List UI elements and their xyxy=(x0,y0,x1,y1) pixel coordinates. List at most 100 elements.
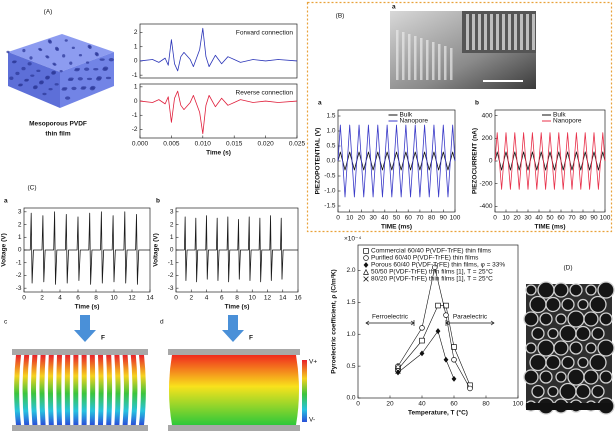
x-tick-label: 14 xyxy=(146,295,154,302)
dipole-stripe xyxy=(47,355,54,425)
pore xyxy=(74,67,81,71)
pore xyxy=(45,75,50,80)
series-label: Forward connection xyxy=(236,30,293,37)
y-tick-label: 0 xyxy=(18,247,22,254)
pore xyxy=(93,68,99,71)
sem-column xyxy=(472,14,475,50)
y-axis-label: Voltage (V) xyxy=(1,233,8,266)
sem-column xyxy=(526,14,529,50)
pore xyxy=(589,295,607,314)
y-tick-label: 1.0 xyxy=(346,331,355,338)
x-tick-label: 0.005 xyxy=(163,141,180,148)
pore xyxy=(42,92,47,96)
pore xyxy=(589,353,607,372)
pore xyxy=(583,311,599,327)
x-tick-label: 40 xyxy=(418,401,426,408)
x-tick-label: 70 xyxy=(416,215,424,222)
pore xyxy=(525,342,537,354)
x-tick-label: 2 xyxy=(40,295,44,302)
pore xyxy=(29,56,33,60)
sem-pores xyxy=(396,14,535,80)
plate xyxy=(12,425,148,431)
sem-column xyxy=(502,14,505,50)
pore xyxy=(85,61,90,64)
panel-b-frame xyxy=(306,1,613,233)
pore xyxy=(567,368,585,386)
y-axis-label: PIEZOCURRENT (nA) xyxy=(472,128,479,194)
x-tick-label: 100 xyxy=(450,215,461,222)
x-tick-label: 4 xyxy=(205,295,209,302)
pore xyxy=(545,296,561,313)
pore xyxy=(71,86,77,91)
film-illustration xyxy=(6,34,114,108)
x-tick-label: 40 xyxy=(535,215,543,222)
trend-line xyxy=(397,267,471,389)
y-tick-label: 0 xyxy=(489,158,493,165)
sem-column xyxy=(426,40,429,80)
pore xyxy=(52,62,56,65)
pore xyxy=(553,282,569,298)
pore xyxy=(105,76,112,80)
pore xyxy=(523,369,539,385)
pore xyxy=(567,310,585,328)
pore xyxy=(103,66,109,70)
force-arrow xyxy=(222,315,244,342)
y-tick-label: 2.0 xyxy=(346,267,355,274)
x-tick-label: 100 xyxy=(513,401,524,408)
x-tick-label: 0.025 xyxy=(289,141,306,148)
pore xyxy=(555,371,567,383)
pore xyxy=(64,39,68,42)
y-tick-label: 1.5 xyxy=(326,113,335,120)
x-tick-label: 10 xyxy=(502,215,510,222)
y-tick-label: -3 xyxy=(16,285,22,292)
x-tick-label: 10 xyxy=(249,295,257,302)
pore xyxy=(90,85,96,90)
legend-label: 80/20 P(VDF-TrFE) thin films [1], T = 25… xyxy=(371,275,493,283)
y-tick-label: 0.5 xyxy=(346,363,355,370)
dipole-stripe xyxy=(98,355,104,425)
pore xyxy=(54,83,59,86)
pore xyxy=(539,312,553,326)
legend-label: Bulk xyxy=(553,112,566,119)
pore xyxy=(30,74,35,77)
x-tick-label: 12 xyxy=(264,295,272,302)
dipole-stripe xyxy=(14,355,21,425)
legend-label: Bulk xyxy=(400,112,413,119)
force-label: F xyxy=(249,335,253,342)
x-tick-label: 20 xyxy=(386,401,394,408)
pore xyxy=(24,78,30,82)
point xyxy=(467,385,473,392)
y-tick-label: -2 xyxy=(132,126,138,133)
sem-column xyxy=(420,38,423,80)
panel-label: (C) xyxy=(27,185,36,192)
sem-column xyxy=(414,36,417,80)
sem-column xyxy=(508,14,511,50)
legend-label: 50/50 P(VDF-TrFE) thin films [1], T = 25… xyxy=(371,268,493,276)
dipole-stripe xyxy=(122,355,129,425)
y-tick-label: -200 xyxy=(479,180,492,187)
y-tick-label: 1 xyxy=(134,84,138,91)
y-tick-label: 400 xyxy=(482,112,493,119)
pore xyxy=(529,353,547,372)
x-tick-label: 0 xyxy=(493,215,497,222)
x-tick-label: 50 xyxy=(393,215,401,222)
panel-label: (A) xyxy=(44,9,53,16)
dipole-stripe xyxy=(73,355,79,425)
x-tick-label: 100 xyxy=(600,215,611,222)
pore xyxy=(96,76,102,80)
pore xyxy=(9,76,14,80)
pore xyxy=(577,356,589,369)
x-tick-label: 0.010 xyxy=(195,141,212,148)
pore xyxy=(539,370,553,384)
annotation: Paraelectric xyxy=(453,314,488,321)
point xyxy=(435,302,441,309)
y-tick-label: -1 xyxy=(132,72,138,79)
series-line xyxy=(24,211,150,285)
pore xyxy=(87,44,91,49)
pore xyxy=(591,326,605,341)
pore xyxy=(12,60,17,63)
series-line xyxy=(494,151,606,171)
pore xyxy=(81,86,87,89)
colorbar xyxy=(302,360,307,422)
plot-frame xyxy=(357,244,519,399)
